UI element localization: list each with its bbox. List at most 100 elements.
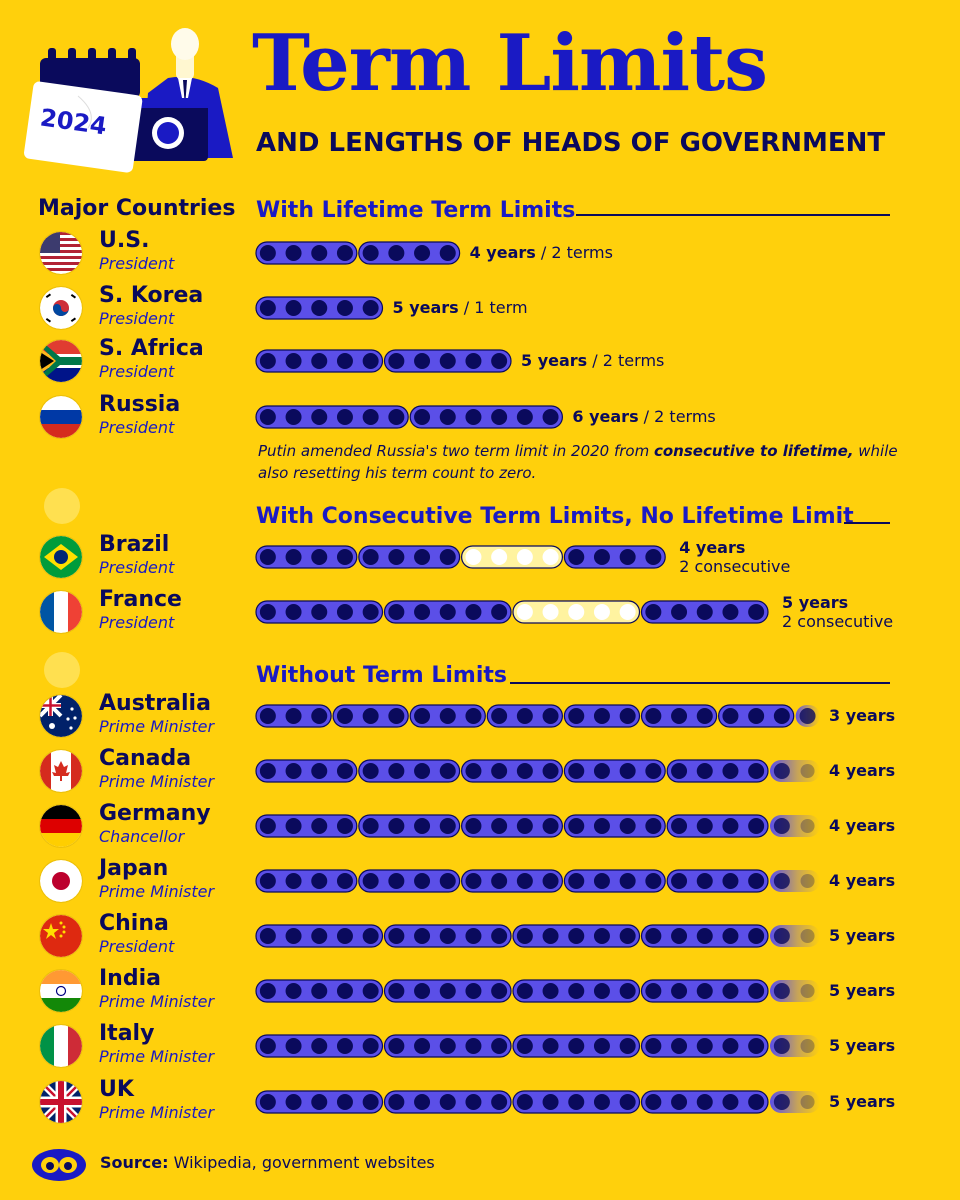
- year-dot: [491, 1094, 508, 1110]
- year-dot: [696, 708, 713, 724]
- term-length-label: 5 years / 1 term: [393, 298, 528, 317]
- year-dot: [748, 1094, 765, 1110]
- russia-note: Putin amended Russia's two term limit in…: [258, 440, 918, 484]
- year-dot: [465, 763, 482, 779]
- year-dot: [645, 983, 662, 999]
- south-africa-flag-icon: [40, 340, 82, 382]
- year-dot: [696, 818, 713, 834]
- year-dot: [619, 928, 636, 944]
- note-text: while also resetting his term count to z…: [258, 442, 898, 482]
- year-dot: [619, 708, 636, 724]
- section-divider: [510, 682, 890, 684]
- year-dot: [285, 818, 302, 834]
- year-dot: [542, 604, 559, 620]
- year-dot: [671, 873, 688, 889]
- country-role: President: [99, 254, 175, 273]
- india-flag-icon: [40, 970, 82, 1012]
- year-dot: [671, 818, 688, 834]
- year-dot: [311, 983, 328, 999]
- year-dot: [388, 1038, 405, 1054]
- year-dot: [671, 708, 688, 724]
- header-illustration: [24, 28, 233, 173]
- year-dot: [259, 873, 276, 889]
- year-dot: [362, 300, 379, 316]
- year-dot: [439, 983, 456, 999]
- year-dot: [593, 708, 610, 724]
- year-dot: [593, 763, 610, 779]
- year-dot: [645, 818, 662, 834]
- term-count: 2 consecutive: [679, 557, 791, 576]
- year-dot: [542, 873, 559, 889]
- term-years: 4 years: [469, 243, 536, 262]
- year-dot: [285, 409, 302, 425]
- year-dot: [259, 549, 276, 565]
- country-name: China: [99, 911, 169, 936]
- year-dot: [439, 763, 456, 779]
- term-length-label: 5 years: [829, 981, 895, 1000]
- year-dot: [593, 1038, 610, 1054]
- year-dot: [516, 983, 533, 999]
- year-dot: [465, 1094, 482, 1110]
- year-dot: [619, 818, 636, 834]
- year-dot: [388, 245, 405, 261]
- source-text: Wikipedia, government websites: [168, 1153, 435, 1172]
- term-length-label: 4 years 2 consecutive: [679, 538, 790, 576]
- year-dot: [259, 604, 276, 620]
- canada-flag-icon: [40, 750, 82, 792]
- year-dot: [491, 1038, 508, 1054]
- year-dot: [542, 983, 559, 999]
- year-dot: [388, 818, 405, 834]
- year-dot: [311, 245, 328, 261]
- year-dot: [593, 928, 610, 944]
- year-dot: [285, 873, 302, 889]
- term-years: 5 years: [521, 351, 588, 370]
- year-dot: [542, 1094, 559, 1110]
- year-dot: [465, 873, 482, 889]
- country-role: President: [99, 362, 175, 381]
- term-years: 4 years: [679, 538, 746, 557]
- year-dot: [336, 549, 353, 565]
- year-dot: [311, 300, 328, 316]
- year-dot: [773, 1038, 790, 1054]
- country-role: Prime Minister: [99, 772, 215, 791]
- year-dot: [465, 818, 482, 834]
- year-dot: [800, 764, 815, 778]
- country-name: Germany: [99, 801, 211, 826]
- year-dot: [362, 763, 379, 779]
- year-dot: [414, 1038, 431, 1054]
- term-years: 4 years: [829, 761, 896, 780]
- year-dot: [748, 1038, 765, 1054]
- year-dot: [414, 604, 431, 620]
- year-dot: [311, 818, 328, 834]
- term-count: / 1 term: [458, 298, 528, 317]
- term-years: 5 years: [829, 1036, 896, 1055]
- term-length-label: 5 years: [829, 926, 895, 945]
- year-dot: [414, 818, 431, 834]
- term-length-label: 4 years: [829, 816, 895, 835]
- country-role: Chancellor: [99, 827, 185, 846]
- year-dot: [516, 763, 533, 779]
- year-dot: [285, 245, 302, 261]
- year-dot: [516, 409, 533, 425]
- term-segment: [563, 759, 666, 783]
- term-length-label: 4 years / 2 terms: [470, 243, 613, 262]
- year-dot: [259, 983, 276, 999]
- year-dot: [671, 983, 688, 999]
- term-length-label: 5 years / 2 terms: [521, 351, 664, 370]
- year-dot: [568, 1038, 585, 1054]
- country-name: Japan: [99, 856, 169, 881]
- year-dot: [362, 928, 379, 944]
- term-count: / 2 terms: [535, 243, 613, 262]
- year-dot: [336, 763, 353, 779]
- year-dot: [748, 928, 765, 944]
- year-dot: [311, 353, 328, 369]
- year-dot: [722, 873, 739, 889]
- year-dot: [619, 1038, 636, 1054]
- year-dot: [491, 983, 508, 999]
- year-dot: [414, 409, 431, 425]
- year-dot: [671, 604, 688, 620]
- year-dot: [259, 1094, 276, 1110]
- year-dot: [362, 409, 379, 425]
- year-dot: [748, 818, 765, 834]
